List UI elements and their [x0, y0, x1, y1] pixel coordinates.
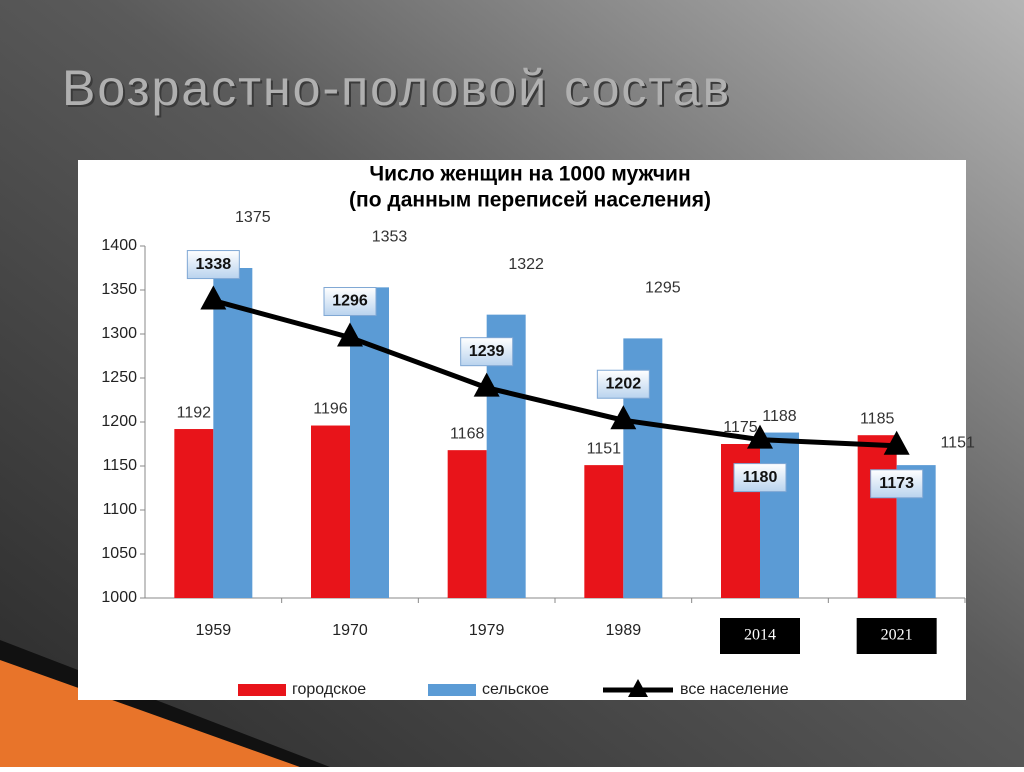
line	[212, 298, 897, 449]
y-tick-label: 1200	[101, 413, 137, 430]
line-marker	[200, 285, 227, 310]
x-tick-label: 1979	[469, 622, 505, 639]
value-label: 1202	[606, 375, 642, 392]
legend-label: все население	[680, 681, 789, 698]
x-tick-label: 1989	[606, 622, 642, 639]
y-tick-label: 1400	[101, 237, 137, 254]
bar	[174, 429, 214, 598]
category-box	[856, 618, 937, 654]
value-label: 1239	[469, 343, 505, 360]
value-label-box	[733, 463, 787, 493]
value-label: 1338	[196, 256, 232, 273]
value-label-box	[870, 469, 924, 499]
value-label: 1353	[372, 229, 408, 246]
chart-title: Число женщин на 1000 мужчин	[369, 163, 690, 186]
legend-swatch	[428, 684, 476, 696]
x-tick-label: 2021	[881, 627, 913, 644]
value-label: 1173	[879, 475, 914, 492]
y-tick-label: 1100	[103, 501, 138, 518]
value-label: 1196	[313, 401, 348, 418]
value-label: 1322	[508, 256, 544, 273]
y-tick-label: 1250	[101, 369, 137, 386]
value-label-box	[596, 369, 650, 399]
legend-swatch	[628, 679, 648, 697]
bar	[760, 432, 799, 598]
value-label-box	[186, 250, 240, 280]
value-label: 1295	[645, 280, 681, 297]
bar	[311, 425, 350, 598]
y-tick-label: 1350	[101, 281, 137, 298]
value-label-box	[323, 287, 377, 317]
value-label: 1192	[177, 404, 212, 421]
bar	[213, 268, 253, 598]
slide-title-shadow: Возрастно-половой состав	[64, 62, 733, 118]
y-tick-label: 1150	[103, 457, 138, 474]
bar	[447, 450, 487, 598]
value-label: 1151	[587, 440, 622, 457]
y-tick-label: 1000	[101, 589, 137, 606]
y-tick-label: 1050	[101, 545, 137, 562]
category-box	[720, 618, 800, 654]
x-tick-label: 2014	[744, 627, 776, 644]
chart-subtitle: (по данным переписей населения)	[349, 189, 711, 212]
line-marker	[747, 424, 773, 449]
line-marker	[883, 430, 910, 455]
y-tick-label: 1300	[101, 325, 137, 342]
slide-title: Возрастно-половой состав	[62, 60, 731, 116]
x-tick-label: 1970	[332, 622, 368, 639]
value-label: 1175	[723, 419, 758, 436]
legend-label: сельское	[482, 681, 549, 698]
value-label: 1168	[450, 425, 485, 442]
value-label: 1180	[743, 469, 778, 486]
value-label: 1188	[762, 408, 797, 425]
x-tick-label: 1959	[196, 622, 232, 639]
value-label: 1185	[860, 410, 895, 427]
line-marker	[610, 405, 637, 430]
bar	[857, 435, 897, 598]
value-label: 1375	[235, 209, 271, 226]
value-label: 1296	[332, 293, 368, 310]
line-marker	[337, 322, 363, 347]
line-marker	[473, 372, 500, 397]
bar	[584, 465, 624, 598]
value-label: 1151	[940, 434, 975, 451]
value-label-box	[460, 337, 514, 367]
legend-swatch	[238, 684, 286, 696]
legend-label: городское	[292, 681, 366, 698]
